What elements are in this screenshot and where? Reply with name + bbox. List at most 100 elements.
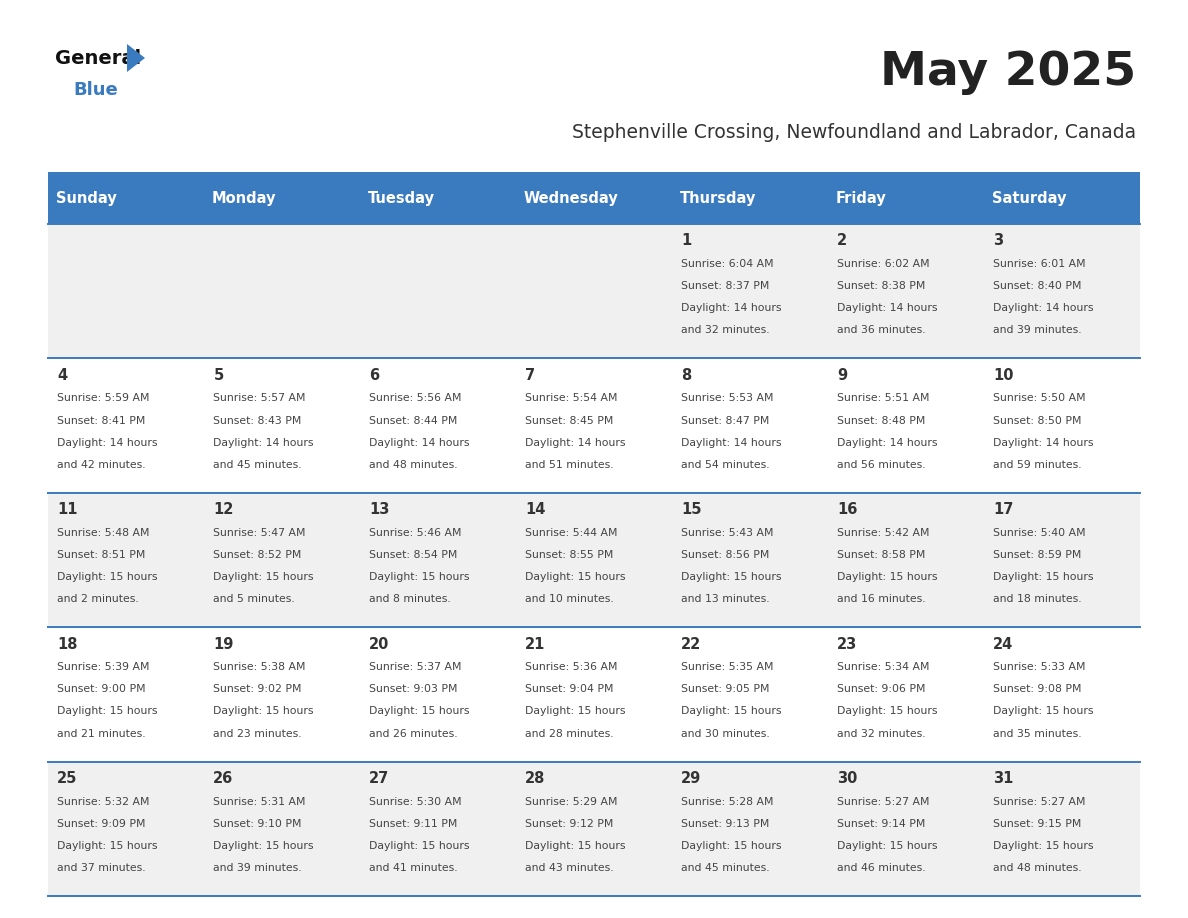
Text: 7: 7 bbox=[525, 368, 536, 383]
Text: Daylight: 15 hours: Daylight: 15 hours bbox=[682, 707, 782, 716]
Text: Sunset: 8:59 PM: Sunset: 8:59 PM bbox=[993, 550, 1082, 560]
Text: Sunset: 8:47 PM: Sunset: 8:47 PM bbox=[682, 416, 770, 426]
Text: and 8 minutes.: and 8 minutes. bbox=[369, 594, 451, 604]
Text: and 32 minutes.: and 32 minutes. bbox=[682, 326, 770, 335]
Text: Sunset: 9:14 PM: Sunset: 9:14 PM bbox=[838, 819, 925, 829]
Text: and 28 minutes.: and 28 minutes. bbox=[525, 729, 614, 739]
Text: 15: 15 bbox=[682, 502, 702, 517]
Text: 26: 26 bbox=[214, 771, 234, 786]
Text: Sunset: 8:48 PM: Sunset: 8:48 PM bbox=[838, 416, 925, 426]
Bar bbox=[516, 358, 672, 493]
Text: and 10 minutes.: and 10 minutes. bbox=[525, 594, 614, 604]
Text: Sunrise: 5:30 AM: Sunrise: 5:30 AM bbox=[369, 797, 462, 807]
Text: and 56 minutes.: and 56 minutes. bbox=[838, 460, 925, 470]
Text: Sunset: 9:15 PM: Sunset: 9:15 PM bbox=[993, 819, 1082, 829]
Text: Daylight: 14 hours: Daylight: 14 hours bbox=[838, 438, 937, 448]
Text: Sunset: 9:11 PM: Sunset: 9:11 PM bbox=[369, 819, 457, 829]
Text: Sunrise: 5:32 AM: Sunrise: 5:32 AM bbox=[57, 797, 150, 807]
Polygon shape bbox=[127, 44, 145, 72]
Text: Daylight: 15 hours: Daylight: 15 hours bbox=[369, 572, 470, 582]
Text: 28: 28 bbox=[525, 771, 545, 786]
Text: 22: 22 bbox=[682, 636, 702, 652]
Bar bbox=[360, 358, 516, 493]
Text: and 48 minutes.: and 48 minutes. bbox=[993, 863, 1082, 873]
Bar bbox=[828, 493, 984, 627]
Text: and 2 minutes.: and 2 minutes. bbox=[57, 594, 139, 604]
Text: Daylight: 14 hours: Daylight: 14 hours bbox=[682, 438, 782, 448]
Text: Sunrise: 5:27 AM: Sunrise: 5:27 AM bbox=[993, 797, 1086, 807]
Text: Sunset: 8:51 PM: Sunset: 8:51 PM bbox=[57, 550, 146, 560]
Text: and 5 minutes.: and 5 minutes. bbox=[214, 594, 295, 604]
Text: Sunrise: 6:04 AM: Sunrise: 6:04 AM bbox=[682, 259, 775, 269]
Text: Sunset: 9:00 PM: Sunset: 9:00 PM bbox=[57, 684, 146, 694]
Text: and 30 minutes.: and 30 minutes. bbox=[682, 729, 770, 739]
Bar bbox=[828, 172, 984, 224]
Text: Sunrise: 5:37 AM: Sunrise: 5:37 AM bbox=[369, 662, 462, 672]
Text: and 23 minutes.: and 23 minutes. bbox=[214, 729, 302, 739]
Text: Daylight: 15 hours: Daylight: 15 hours bbox=[525, 841, 626, 851]
Bar bbox=[48, 172, 204, 224]
Text: and 37 minutes.: and 37 minutes. bbox=[57, 863, 146, 873]
Text: Sunrise: 5:53 AM: Sunrise: 5:53 AM bbox=[682, 393, 773, 403]
Text: Daylight: 15 hours: Daylight: 15 hours bbox=[838, 572, 937, 582]
Text: Sunrise: 5:44 AM: Sunrise: 5:44 AM bbox=[525, 528, 618, 538]
Text: Sunrise: 6:02 AM: Sunrise: 6:02 AM bbox=[838, 259, 930, 269]
Text: Daylight: 14 hours: Daylight: 14 hours bbox=[369, 438, 470, 448]
Text: Tuesday: Tuesday bbox=[368, 191, 435, 206]
Bar bbox=[516, 762, 672, 896]
Text: Daylight: 15 hours: Daylight: 15 hours bbox=[369, 841, 470, 851]
Text: Sunset: 8:56 PM: Sunset: 8:56 PM bbox=[682, 550, 770, 560]
Bar bbox=[828, 627, 984, 762]
Text: Daylight: 15 hours: Daylight: 15 hours bbox=[682, 841, 782, 851]
Text: 14: 14 bbox=[525, 502, 545, 517]
Text: and 32 minutes.: and 32 minutes. bbox=[838, 729, 925, 739]
Text: Sunset: 9:06 PM: Sunset: 9:06 PM bbox=[838, 684, 925, 694]
Text: 8: 8 bbox=[682, 368, 691, 383]
Text: 30: 30 bbox=[838, 771, 858, 786]
Text: Sunrise: 6:01 AM: Sunrise: 6:01 AM bbox=[993, 259, 1086, 269]
Text: Sunset: 8:50 PM: Sunset: 8:50 PM bbox=[993, 416, 1082, 426]
Text: Sunrise: 5:36 AM: Sunrise: 5:36 AM bbox=[525, 662, 618, 672]
Text: Thursday: Thursday bbox=[680, 191, 757, 206]
Text: Sunset: 8:45 PM: Sunset: 8:45 PM bbox=[525, 416, 614, 426]
Text: and 41 minutes.: and 41 minutes. bbox=[369, 863, 459, 873]
Text: Sunrise: 5:27 AM: Sunrise: 5:27 AM bbox=[838, 797, 930, 807]
Text: Sunrise: 5:39 AM: Sunrise: 5:39 AM bbox=[57, 662, 150, 672]
Text: Daylight: 14 hours: Daylight: 14 hours bbox=[682, 303, 782, 313]
Text: General: General bbox=[55, 49, 141, 68]
Text: Sunrise: 5:29 AM: Sunrise: 5:29 AM bbox=[525, 797, 618, 807]
Text: and 39 minutes.: and 39 minutes. bbox=[993, 326, 1082, 335]
Text: 16: 16 bbox=[838, 502, 858, 517]
Bar bbox=[828, 224, 984, 358]
Text: 17: 17 bbox=[993, 502, 1013, 517]
Text: Stephenville Crossing, Newfoundland and Labrador, Canada: Stephenville Crossing, Newfoundland and … bbox=[571, 122, 1136, 141]
Text: and 36 minutes.: and 36 minutes. bbox=[838, 326, 925, 335]
Text: and 43 minutes.: and 43 minutes. bbox=[525, 863, 614, 873]
Text: Sunset: 8:44 PM: Sunset: 8:44 PM bbox=[369, 416, 457, 426]
Text: Sunrise: 5:38 AM: Sunrise: 5:38 AM bbox=[214, 662, 305, 672]
Text: 2: 2 bbox=[838, 233, 847, 249]
Text: Daylight: 15 hours: Daylight: 15 hours bbox=[369, 707, 470, 716]
Text: and 59 minutes.: and 59 minutes. bbox=[993, 460, 1082, 470]
Text: Sunrise: 5:57 AM: Sunrise: 5:57 AM bbox=[214, 393, 305, 403]
Bar bbox=[48, 224, 204, 358]
Text: 21: 21 bbox=[525, 636, 545, 652]
Text: Sunrise: 5:43 AM: Sunrise: 5:43 AM bbox=[682, 528, 773, 538]
Text: 29: 29 bbox=[682, 771, 702, 786]
Text: Sunrise: 5:47 AM: Sunrise: 5:47 AM bbox=[214, 528, 305, 538]
Text: 3: 3 bbox=[993, 233, 1004, 249]
Text: and 13 minutes.: and 13 minutes. bbox=[682, 594, 770, 604]
Text: Sunset: 9:03 PM: Sunset: 9:03 PM bbox=[369, 684, 457, 694]
Bar bbox=[984, 762, 1140, 896]
Bar bbox=[48, 358, 204, 493]
Text: and 51 minutes.: and 51 minutes. bbox=[525, 460, 614, 470]
Text: Daylight: 14 hours: Daylight: 14 hours bbox=[57, 438, 158, 448]
Text: Blue: Blue bbox=[72, 81, 118, 99]
Text: and 16 minutes.: and 16 minutes. bbox=[838, 594, 925, 604]
Bar bbox=[360, 762, 516, 896]
Text: Sunset: 8:41 PM: Sunset: 8:41 PM bbox=[57, 416, 146, 426]
Bar bbox=[984, 224, 1140, 358]
Text: Daylight: 14 hours: Daylight: 14 hours bbox=[993, 303, 1094, 313]
Bar bbox=[360, 627, 516, 762]
Text: Sunset: 8:54 PM: Sunset: 8:54 PM bbox=[369, 550, 457, 560]
